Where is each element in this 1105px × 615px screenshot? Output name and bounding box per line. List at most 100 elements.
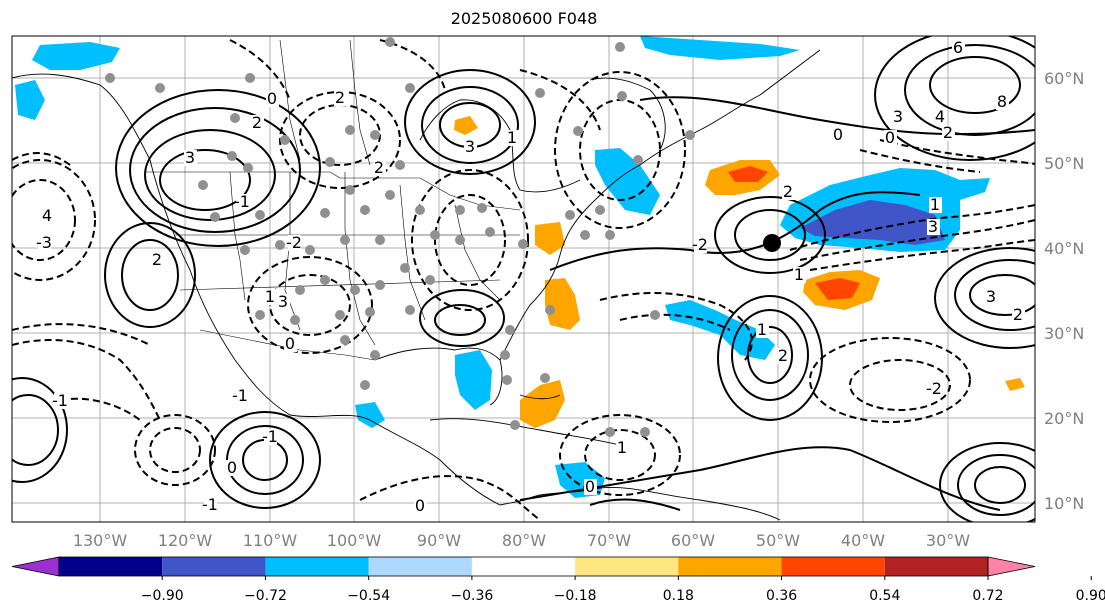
contour-label-bg — [952, 40, 965, 56]
contour-label-bg — [777, 348, 790, 364]
contour-label: -2 — [926, 379, 942, 398]
contour-label: -2 — [692, 235, 708, 254]
lon-label: 100°W — [327, 531, 382, 550]
contour-label-bg — [884, 130, 897, 146]
colorbar-segment — [884, 557, 988, 576]
contour-label-bg — [942, 125, 955, 141]
contour-label: 2 — [1013, 305, 1023, 324]
colorbar-extend-high — [987, 556, 1036, 577]
shade-blue-gulf — [455, 350, 492, 410]
colorbar-segment — [781, 557, 885, 576]
lat-label: 30°N — [1044, 324, 1084, 343]
contour-label-bg — [264, 429, 277, 445]
contour-label: 0 — [227, 458, 237, 477]
colorbar-tick-label: −0.18 — [554, 588, 597, 604]
contour-label-bg — [38, 235, 51, 251]
shade-orange-midatlantic — [535, 222, 565, 255]
contour-label: -1 — [232, 386, 248, 405]
contour-label: 3 — [185, 148, 195, 167]
contour-label: 2 — [778, 346, 788, 365]
colorbar-tick-label: 0.36 — [766, 588, 797, 604]
contour-label: 4 — [935, 107, 945, 126]
contour-label-bg — [928, 381, 941, 397]
contour-label: 2 — [783, 182, 793, 201]
contour-label-bg — [756, 322, 769, 338]
contour-label: 2 — [335, 88, 345, 107]
shade-orange-carolinas — [545, 278, 580, 330]
colorbar-segment — [471, 557, 576, 576]
contour-label: -1 — [52, 391, 68, 410]
colorbar-segment — [678, 557, 782, 576]
contour-label-bg — [694, 237, 707, 253]
contour-label: 4 — [42, 206, 52, 225]
shade-red-maritimes — [728, 166, 768, 182]
shade-orange-bahamas — [520, 380, 565, 428]
colorbar-segment — [59, 557, 163, 576]
contour-label: 2 — [374, 158, 384, 177]
contour-label: 3 — [278, 292, 288, 311]
lon-label: 110°W — [243, 531, 298, 550]
map-frame — [11, 35, 1036, 523]
contour-label-bg — [264, 289, 277, 305]
contour-label: 2 — [152, 250, 162, 269]
shade-darkblue-ne-atlantic — [800, 200, 945, 245]
contour-label-bg — [832, 127, 845, 143]
colorbar-segment — [265, 557, 369, 576]
contour-label-bg — [204, 497, 217, 513]
contour-label-bg — [284, 336, 297, 352]
contour-label-bg — [41, 208, 54, 224]
lon-label: 50°W — [756, 531, 800, 550]
shade-blue-greenland — [640, 36, 800, 60]
contour-label: 1 — [930, 195, 940, 214]
contour-label-bg — [793, 267, 806, 283]
contour-label: 3 — [928, 217, 938, 236]
contour-label: 3 — [465, 137, 475, 156]
contour-label-bg — [782, 184, 795, 200]
political-borders — [145, 39, 521, 361]
shade-orange-hudsonbay — [454, 116, 478, 135]
shade-red-mid-atl — [815, 278, 860, 300]
contour-label-bg — [929, 197, 942, 213]
lon-label: 130°W — [73, 531, 128, 550]
colorbar: −0.90 −0.72 −0.54 −0.36 −0.18 0.18 0.36 0.54 0.7… — [11, 556, 1105, 604]
colorbar-tick-label: −0.90 — [141, 588, 184, 604]
contour-label-bg — [584, 479, 597, 495]
colorbar-frame — [58, 556, 989, 577]
contour-label-bg — [288, 235, 301, 251]
contour-label-bg — [334, 90, 347, 106]
contour-label-bg — [927, 219, 940, 235]
colorbar-tick-label: 0.54 — [869, 588, 900, 604]
lon-label: 30°W — [926, 531, 970, 550]
contour-label-bg — [616, 440, 629, 456]
contour-label: -1 — [202, 495, 218, 514]
contour-label-bg — [236, 194, 249, 210]
contour-label: 0 — [415, 496, 425, 515]
lat-label: 50°N — [1044, 154, 1084, 173]
lon-label: 120°W — [158, 531, 213, 550]
colorbar-tick-label: 0.90 — [1076, 588, 1105, 604]
lat-label: 40°N — [1044, 239, 1084, 258]
contour-label: -2 — [286, 233, 302, 252]
contour-label: 0 — [833, 125, 843, 144]
contour-label-bg — [414, 498, 427, 514]
contour-label: -1 — [262, 427, 278, 446]
colorbar-segment — [575, 557, 679, 576]
contour-label: 1 — [507, 128, 517, 147]
contour-label: 0 — [267, 89, 277, 108]
shade-blue-nw-coast — [15, 80, 45, 120]
longitude-labels: 130°W 120°W 110°W 100°W 90°W 80°W 70°W 60°W 50°W… — [73, 531, 970, 550]
contour-label-bg — [1012, 307, 1025, 323]
shade-blue-subtrop-atl — [665, 300, 775, 360]
contour-label-bg — [506, 130, 519, 146]
contour-label: -1 — [234, 192, 250, 211]
contour-label-bg — [373, 160, 386, 176]
map-title: 2025080600 F048 — [450, 9, 598, 28]
colorbar-extend-low — [11, 556, 60, 577]
lon-label: 80°W — [502, 531, 546, 550]
colorbar-tick-label: −0.54 — [347, 588, 390, 604]
station-markers — [105, 37, 695, 437]
contour-label-bg — [985, 289, 998, 305]
contour-label: -3 — [36, 233, 52, 252]
